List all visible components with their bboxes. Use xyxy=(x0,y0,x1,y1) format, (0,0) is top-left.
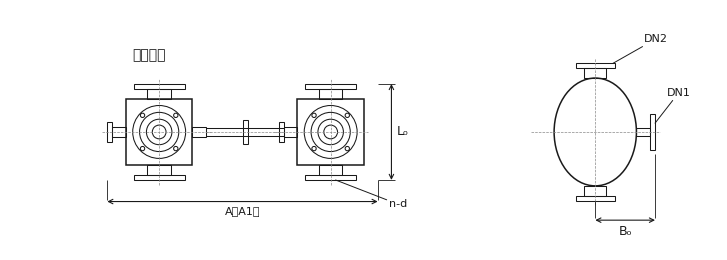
Text: Bₒ: Bₒ xyxy=(618,225,632,238)
Bar xyxy=(126,99,193,165)
Bar xyxy=(134,84,185,89)
Bar xyxy=(134,175,185,180)
Text: DN2: DN2 xyxy=(613,34,668,63)
Bar xyxy=(107,122,112,142)
Bar xyxy=(297,99,364,165)
Bar xyxy=(585,186,606,196)
Bar xyxy=(636,128,650,136)
Bar xyxy=(650,114,655,150)
Text: DN1: DN1 xyxy=(655,88,691,123)
Text: 法兰连接: 法兰连接 xyxy=(132,48,166,62)
Bar xyxy=(585,68,606,78)
Bar xyxy=(112,127,126,137)
Bar xyxy=(148,89,171,99)
Text: n-d: n-d xyxy=(336,180,408,209)
Bar xyxy=(284,127,297,137)
Bar xyxy=(319,165,342,175)
Bar xyxy=(148,165,171,175)
Bar xyxy=(576,196,615,200)
Bar xyxy=(305,84,356,89)
Bar xyxy=(193,127,206,137)
Bar xyxy=(305,175,356,180)
Bar xyxy=(576,63,615,68)
Text: A（A1）: A（A1） xyxy=(225,206,260,216)
Text: Lₒ: Lₒ xyxy=(396,126,409,139)
Bar xyxy=(278,122,284,142)
Bar xyxy=(319,89,342,99)
Bar xyxy=(243,120,248,144)
